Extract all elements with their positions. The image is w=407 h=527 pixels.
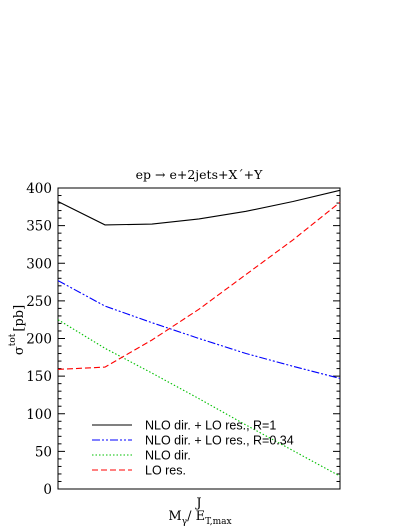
x-axis-label-sup: J (194, 496, 201, 511)
y-tick-label: 350 (26, 219, 52, 235)
legend-label-1: NLO dir. + LO res., R=1 (145, 419, 276, 433)
y-tick-label: 250 (26, 294, 52, 310)
legend-label-4: LO res. (145, 464, 186, 478)
x-axis-label: Mγ/ ET,max (168, 509, 231, 527)
y-axis-label-sup: tot (8, 333, 18, 346)
chart-title: ep → e+2jets+X´+Y (136, 167, 263, 182)
series-line-2 (57, 280, 341, 379)
y-axis-label-symbol: σ (12, 346, 27, 355)
series-line-1 (57, 189, 341, 226)
x-axis-label-sub2: T,max (205, 517, 232, 527)
legend-label-3: NLO dir. (145, 449, 191, 463)
y-axis: 0 50 100 150 200 250 300 350 400 (26, 181, 340, 498)
y-tick-label: 200 (26, 332, 52, 348)
series-layer (57, 189, 341, 477)
x-axis-label-main: M (168, 509, 181, 524)
svg-text:σtot[pb]: σtot[pb] (8, 305, 27, 355)
x-axis-label-sub1: γ (182, 517, 187, 527)
y-tick-label: 300 (26, 256, 52, 272)
y-tick-label: 400 (26, 181, 52, 197)
legend-label-2: NLO dir. + LO res., R=0.34 (145, 434, 294, 448)
y-tick-label: 150 (26, 369, 52, 385)
x-axis-label-sep: / E (187, 509, 205, 524)
series-line-4 (57, 201, 341, 370)
y-tick-label: 0 (43, 482, 52, 498)
y-tick-label: 50 (35, 444, 52, 460)
y-axis-label: σtot[pb] (8, 305, 27, 355)
y-tick-label: 100 (26, 407, 52, 423)
y-axis-label-unit: [pb] (12, 305, 27, 332)
series-line-3 (57, 319, 341, 477)
